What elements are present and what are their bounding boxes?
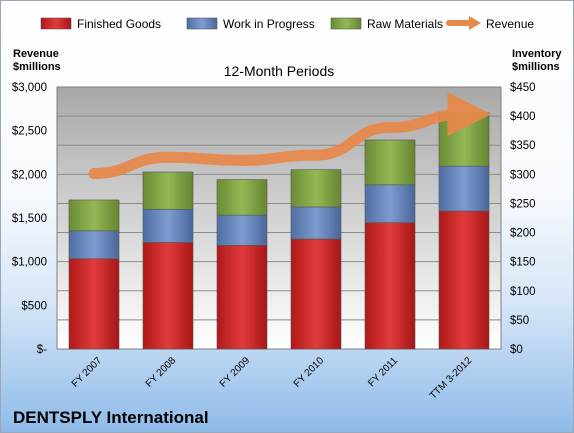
finished-goods-bar: [216, 245, 268, 350]
left-tick-label: $-: [37, 344, 47, 356]
work-in-progress-bar: [290, 206, 342, 240]
legend: Finished Goods Work in Progress Raw Materi…: [40, 16, 534, 31]
right-axis-ticks: $0 $50 $100 $150 $200 $250 $300 $350 $400 $450: [510, 82, 536, 356]
finished-goods-bar: [438, 210, 490, 350]
right-tick-label: $350: [510, 140, 536, 152]
left-tick-label: $500: [21, 300, 47, 312]
work-in-progress-bar: [68, 230, 120, 260]
chart-title: 12-Month Periods: [224, 63, 335, 79]
right-tick-label: $0: [510, 344, 523, 356]
right-tick-label: $50: [510, 315, 529, 327]
raw-materials-bar: [364, 139, 416, 186]
legend-swatch-raw-materials: [330, 17, 362, 30]
category-label: TTM 3-2012: [428, 355, 475, 402]
left-axis-ticks: $- $500 $1,000 $1,500 $2,000 $2,500 $3,000: [12, 82, 47, 356]
legend-label-finished-goods: Finished Goods: [77, 17, 161, 31]
plot-area: [56, 86, 502, 350]
footer-company-name: DENTSPLY International: [13, 408, 209, 427]
work-in-progress-bar: [142, 208, 194, 243]
right-axis-title-line2: $millions: [512, 61, 560, 73]
category-label: FY 2007: [70, 355, 105, 390]
finished-goods-bar: [142, 242, 194, 350]
right-axis-title-line1: Inventory: [512, 48, 562, 60]
right-tick-label: $300: [510, 169, 536, 181]
legend-label-work-in-progress: Work in Progress: [223, 17, 315, 31]
work-in-progress-bar: [438, 165, 490, 212]
work-in-progress-bar: [364, 184, 416, 223]
right-tick-label: $250: [510, 198, 536, 210]
category-label: FY 2009: [218, 355, 253, 390]
left-axis-title-line2: $millions: [13, 61, 61, 73]
right-tick-label: $100: [510, 286, 536, 298]
raw-materials-bar: [290, 169, 342, 208]
left-tick-label: $2,500: [12, 126, 47, 138]
right-tick-label: $400: [510, 111, 536, 123]
category-label: FY 2008: [144, 355, 179, 390]
legend-label-revenue: Revenue: [486, 17, 534, 31]
work-in-progress-bar: [216, 214, 268, 246]
raw-materials-bar: [68, 199, 120, 232]
gridlines: [57, 115, 501, 321]
category-labels: FY 2007 FY 2008 FY 2009 FY 2010 FY 2011 TTM 3…: [70, 355, 475, 402]
left-axis-title-line1: Revenue: [13, 48, 59, 60]
legend-swatch-work-in-progress: [186, 17, 218, 30]
legend-swatch-finished-goods: [40, 17, 72, 30]
left-tick-label: $1,500: [12, 213, 47, 225]
legend-label-raw-materials: Raw Materials: [367, 17, 443, 31]
left-tick-label: $2,000: [12, 169, 47, 181]
right-tick-label: $150: [510, 257, 536, 269]
finished-goods-bar: [290, 238, 342, 350]
raw-materials-bar: [216, 179, 268, 216]
left-tick-label: $1,000: [12, 257, 47, 269]
revenue-arrow: [88, 92, 492, 179]
finished-goods-bar: [364, 222, 416, 350]
category-label: FY 2011: [366, 355, 400, 389]
right-tick-label: $200: [510, 228, 536, 240]
left-tick-label: $3,000: [12, 82, 47, 94]
finished-goods-bar: [68, 258, 120, 350]
bars: [68, 112, 490, 350]
category-label: FY 2010: [292, 355, 327, 390]
revenue-line: [88, 92, 492, 179]
legend-arrow-icon: [469, 16, 481, 30]
right-tick-label: $450: [510, 82, 536, 94]
raw-materials-bar: [142, 171, 194, 210]
